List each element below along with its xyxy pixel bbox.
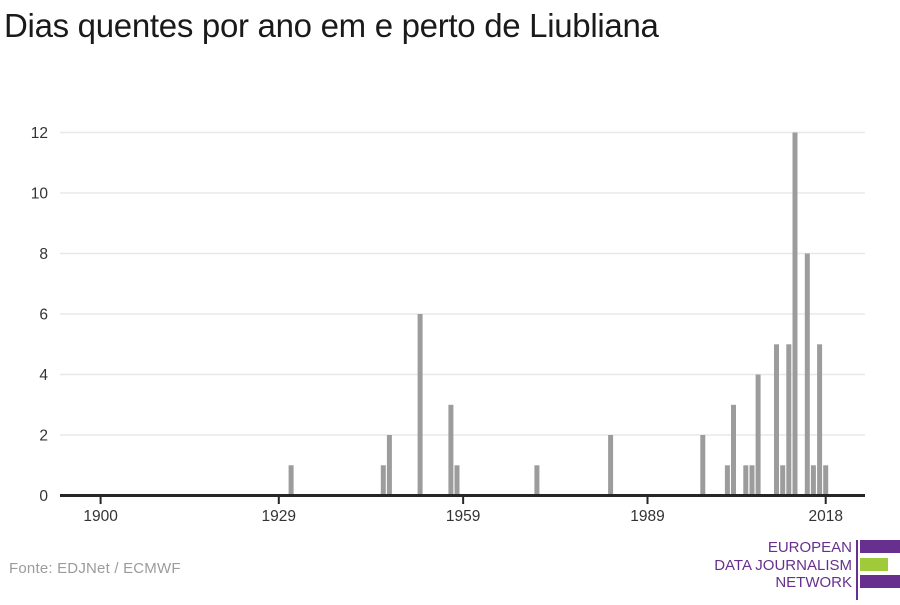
bar-1958	[454, 465, 460, 496]
y-axis-label-6: 6	[39, 307, 48, 324]
logo-bar-middle	[860, 557, 888, 571]
bar-2005	[743, 465, 749, 496]
bar-1946	[380, 465, 386, 496]
bar-1947	[386, 435, 392, 496]
bar-2011	[780, 465, 786, 496]
y-axis-label-12: 12	[31, 125, 48, 142]
bar-2003	[731, 404, 736, 496]
bar-2013	[792, 132, 798, 496]
page-title: Dias quentes por ano em e perto de Liubl…	[4, 7, 659, 44]
y-axis-label-4: 4	[39, 367, 48, 384]
x-axis-label-1989: 1989	[630, 508, 664, 525]
x-axis-label-2018: 2018	[808, 508, 842, 525]
bar-2018	[823, 465, 829, 496]
bar-1931	[288, 465, 294, 496]
y-axis-label-10: 10	[31, 186, 49, 203]
edjnet-logo: EUROPEAN DATA JOURNALISM NETWORK	[700, 535, 900, 600]
logo-line-network: NETWORK	[775, 574, 852, 592]
bar-1971	[534, 465, 540, 496]
bar-2016	[810, 465, 816, 496]
y-axis-label-2: 2	[39, 428, 48, 445]
source-note: Fonte: EDJNet / ECMWF	[9, 560, 181, 577]
bar-2010	[774, 344, 779, 496]
bar-2007	[755, 374, 761, 496]
bar-2017	[817, 344, 823, 496]
y-axis-label-0: 0	[39, 488, 48, 505]
x-axis-label-1959: 1959	[446, 508, 480, 525]
logo-bar-bottom	[860, 575, 900, 589]
logo-line-data-journalism: DATA JOURNALISM	[714, 556, 852, 574]
bar-1983	[608, 435, 614, 496]
bar-2002	[724, 465, 730, 496]
logo-line-european: EUROPEAN	[767, 539, 852, 556]
x-axis-label-1900: 1900	[83, 508, 118, 525]
logo-bar-top	[860, 540, 900, 553]
bar-1998	[700, 435, 706, 496]
logo-vertical-rule	[856, 540, 858, 600]
y-axis-label-8: 8	[39, 246, 48, 263]
edjnet-logo-text: EUROPEAN DATA JOURNALISM NETWORK	[714, 539, 852, 592]
bar-1952	[417, 314, 423, 496]
bar-2015	[804, 253, 810, 496]
x-axis-label-1929: 1929	[262, 508, 296, 525]
bar-1957	[448, 404, 454, 496]
bar-2012	[786, 344, 792, 496]
bar-2006	[749, 465, 755, 496]
logo-bars-icon	[860, 540, 900, 593]
